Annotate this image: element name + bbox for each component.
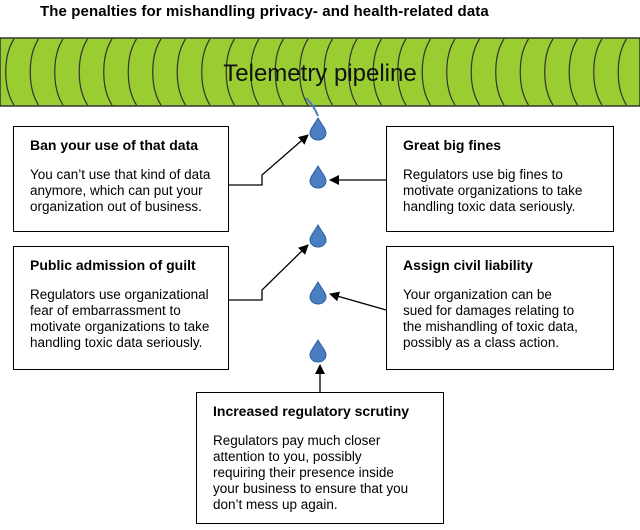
box-public-admission: Public admission of guilt Regulators use… bbox=[13, 246, 229, 370]
box-civil-liability: Assign civil liability Your organization… bbox=[386, 246, 614, 370]
water-drop-icon bbox=[309, 116, 327, 141]
box-ban-data-use: Ban your use of that data You can’t use … bbox=[13, 126, 229, 232]
water-drop-icon bbox=[309, 223, 327, 248]
pipeline-rib bbox=[176, 38, 187, 106]
arrow-to-ban bbox=[228, 134, 309, 186]
pipeline-rib bbox=[495, 38, 505, 106]
box-body: Your organization can be sued for damage… bbox=[403, 287, 578, 350]
pipeline-rib bbox=[225, 38, 236, 106]
pipeline-rib bbox=[152, 38, 162, 106]
pipeline-rib bbox=[201, 38, 211, 106]
pipeline-rib bbox=[372, 38, 383, 106]
pipeline-rib bbox=[54, 38, 64, 106]
telemetry-pipeline bbox=[0, 37, 640, 107]
box-body: Regulators use organizational fear of em… bbox=[30, 287, 210, 350]
pipeline-rib bbox=[103, 38, 113, 106]
box-great-big-fines: Great big fines Regulators use big fines… bbox=[386, 126, 614, 232]
box-title: Assign civil liability bbox=[403, 257, 533, 273]
pipeline-rib bbox=[617, 38, 628, 106]
pipeline-rib bbox=[544, 38, 554, 106]
pipeline-rib bbox=[5, 38, 15, 106]
box-title: Ban your use of that data bbox=[30, 137, 199, 153]
box-title: Public admission of guilt bbox=[30, 257, 196, 273]
pipeline-rib bbox=[397, 38, 407, 106]
pipeline-rib bbox=[274, 38, 285, 106]
pipeline-rib bbox=[348, 38, 358, 106]
pipeline-rib bbox=[299, 38, 309, 106]
water-drop-icon bbox=[309, 338, 327, 363]
pipeline-rib bbox=[127, 38, 138, 106]
box-title: Great big fines bbox=[403, 137, 502, 153]
box-body: Regulators use big fines to motivate org… bbox=[403, 167, 583, 214]
box-body: You can’t use that kind of data anymore,… bbox=[30, 167, 211, 214]
pipeline-rib bbox=[250, 38, 260, 106]
pipeline-ribs bbox=[5, 38, 628, 106]
box-regulatory-scrutiny: Increased regulatory scrutiny Regulators… bbox=[196, 392, 444, 524]
pipeline-rib bbox=[29, 38, 40, 106]
pipeline-rib bbox=[470, 38, 481, 106]
pipeline-rib bbox=[78, 38, 89, 106]
pipeline-label: Telemetry pipeline bbox=[223, 60, 417, 87]
arrow-to-admission bbox=[228, 244, 309, 301]
box-title: Increased regulatory scrutiny bbox=[213, 403, 410, 419]
pipeline-rib bbox=[568, 38, 579, 106]
arrow-to-liability bbox=[329, 291, 387, 311]
pipeline-rib bbox=[323, 38, 334, 106]
pipeline-rib bbox=[421, 38, 432, 106]
pipeline-rib bbox=[446, 38, 456, 106]
water-drop-icon bbox=[309, 280, 327, 305]
water-drop-icon bbox=[309, 164, 327, 189]
pipeline-rib bbox=[519, 38, 530, 106]
box-body: Regulators pay much closer attention to … bbox=[213, 433, 409, 512]
diagram-title: The penalties for mishandling privacy- a… bbox=[40, 3, 489, 20]
pipeline-rib bbox=[593, 38, 603, 106]
